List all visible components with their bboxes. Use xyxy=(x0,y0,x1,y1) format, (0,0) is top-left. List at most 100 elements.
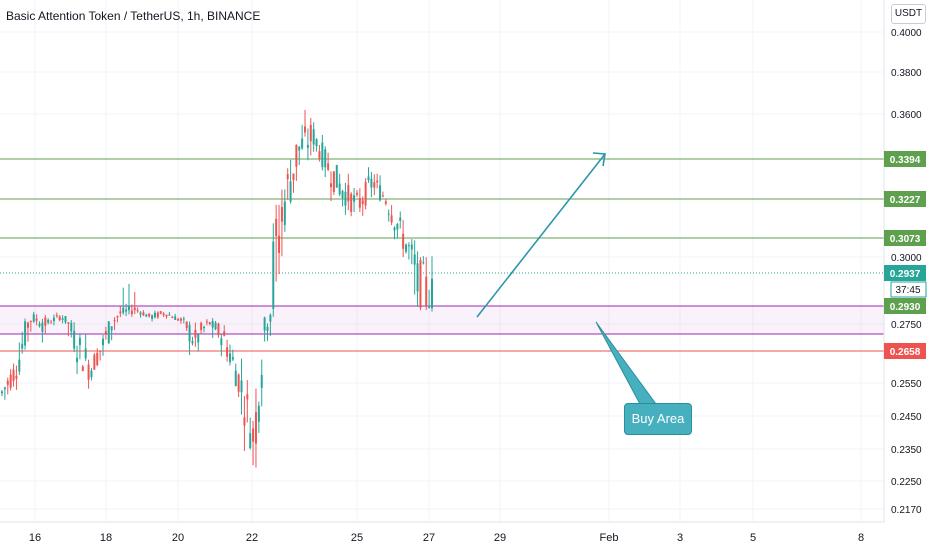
candle-body xyxy=(373,182,376,188)
currency-label[interactable]: USDT xyxy=(891,4,926,24)
candle-body xyxy=(390,215,393,223)
candle-body xyxy=(315,139,318,147)
candle-body xyxy=(58,316,61,321)
candle-body xyxy=(162,313,165,316)
candle-body xyxy=(139,312,142,315)
candle-body xyxy=(399,217,402,221)
x-tick-label: Feb xyxy=(600,532,619,544)
candle-body xyxy=(341,191,344,199)
candle-body xyxy=(249,433,252,448)
candle-body xyxy=(327,163,330,170)
time-axis[interactable]: 16 18 20 22 25 27 29 Feb 3 5 8 xyxy=(29,532,864,544)
candle-body xyxy=(335,165,338,188)
level-badge xyxy=(884,191,926,207)
candle-body xyxy=(125,309,128,312)
candle-body xyxy=(321,142,324,168)
candle-body xyxy=(283,201,286,226)
candle-body xyxy=(355,192,358,195)
y-tick-label: 0.2170 xyxy=(891,505,922,516)
candle-body xyxy=(24,321,27,346)
y-tick-label: 0.3600 xyxy=(891,110,922,121)
candle-body xyxy=(223,331,226,336)
candle-body xyxy=(55,315,58,317)
up-trend-arrow[interactable] xyxy=(476,153,606,318)
x-tick-label: 3 xyxy=(677,532,683,544)
candle-body xyxy=(104,331,107,334)
candle-body xyxy=(254,412,257,444)
candle-body xyxy=(205,321,208,323)
y-tick-label: 0.2750 xyxy=(891,320,922,331)
candle-body xyxy=(243,417,246,426)
candle-body xyxy=(367,176,370,181)
candle-body xyxy=(309,124,312,142)
candle-body xyxy=(246,394,249,400)
price-badges: 0.3394 0.3227 0.3073 0.2930 0.2658 0.2937 37:4… xyxy=(884,151,927,359)
candle-body xyxy=(151,315,154,319)
candle-body xyxy=(156,312,159,318)
candle-body xyxy=(197,334,200,343)
candle-body xyxy=(47,319,50,323)
candle-body xyxy=(177,318,180,321)
buy-zone-rectangle[interactable] xyxy=(0,306,884,334)
candle-body xyxy=(38,323,41,327)
candle-body xyxy=(425,276,428,307)
candle-body xyxy=(350,193,353,212)
level-badge-label: 0.2930 xyxy=(890,302,921,313)
y-tick-label: 0.2550 xyxy=(891,379,922,390)
current-price-badge xyxy=(884,265,926,281)
candle-body xyxy=(84,348,87,359)
candle-body xyxy=(191,341,194,344)
candle-body xyxy=(122,307,125,313)
candle-body xyxy=(217,323,220,336)
level-badge xyxy=(884,298,926,314)
candle-body xyxy=(332,171,335,192)
candle-body xyxy=(422,262,425,264)
candle-body xyxy=(231,357,234,360)
candle-body xyxy=(292,173,295,180)
candle-body xyxy=(200,322,203,330)
candle-body xyxy=(41,322,44,332)
level-badge xyxy=(884,151,926,167)
candle-body xyxy=(419,259,422,308)
candle-body xyxy=(260,375,263,388)
price-axis[interactable]: 0.4000 0.3800 0.3600 0.3000 0.2750 0.2550 0.24… xyxy=(891,28,922,516)
candle-body xyxy=(298,146,301,151)
candle-body xyxy=(21,343,24,349)
candle-body xyxy=(237,374,240,392)
candle-body xyxy=(44,317,47,326)
x-tick-label: 8 xyxy=(858,532,864,544)
x-tick-label: 22 xyxy=(246,532,258,544)
candle-body xyxy=(90,370,93,378)
level-badge-label: 0.3394 xyxy=(890,155,921,166)
candle-body xyxy=(381,195,384,197)
candle-body xyxy=(96,352,99,366)
y-tick-label: 0.2250 xyxy=(891,477,922,488)
candle-body xyxy=(370,178,373,188)
candle-body xyxy=(431,278,433,309)
candle-body xyxy=(102,338,105,346)
candle-body xyxy=(76,357,79,363)
buy-area-callout[interactable]: Buy Area xyxy=(624,403,692,435)
candle-body xyxy=(26,322,29,328)
candle-body xyxy=(289,181,292,202)
candlestick-series xyxy=(1,109,433,468)
candle-body xyxy=(304,126,307,133)
candle-body xyxy=(93,354,96,370)
candle-body xyxy=(347,184,350,202)
candle-body xyxy=(67,322,70,324)
candle-body xyxy=(364,181,367,206)
candle-body xyxy=(168,314,171,316)
candle-body xyxy=(393,227,396,231)
candle-body xyxy=(269,314,272,322)
candle-body xyxy=(70,322,73,332)
candle-body xyxy=(116,316,119,318)
candle-body xyxy=(29,320,32,322)
y-tick-label: 0.4000 xyxy=(891,28,922,39)
candle-body xyxy=(185,321,188,329)
candle-body xyxy=(361,200,364,204)
candle-body xyxy=(413,254,416,265)
candle-body xyxy=(179,318,182,321)
candle-body xyxy=(234,370,237,387)
